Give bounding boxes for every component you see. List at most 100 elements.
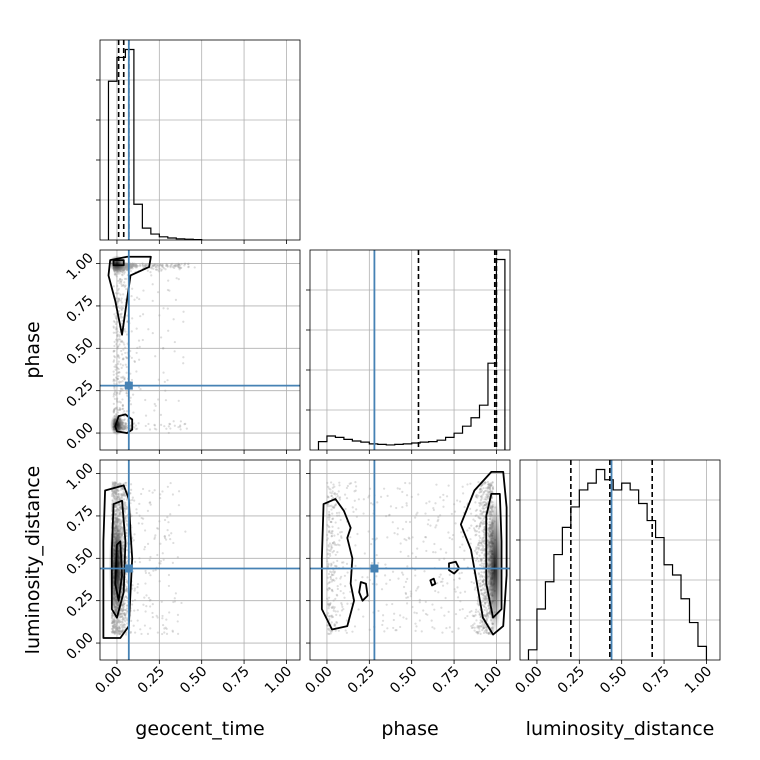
sample-point <box>148 489 151 492</box>
sample-point <box>154 265 157 268</box>
sample-point <box>116 492 120 496</box>
sample-point <box>329 532 332 535</box>
sample-point <box>170 263 173 266</box>
sample-point <box>113 397 116 400</box>
sample-point <box>416 547 419 550</box>
sample-point <box>326 505 330 508</box>
sample-point <box>174 592 177 595</box>
sample-point <box>326 548 329 551</box>
sample-point <box>116 495 119 498</box>
sample-point <box>481 620 484 624</box>
sample-point <box>182 320 185 323</box>
sample-point <box>413 611 416 614</box>
sample-point <box>115 623 118 626</box>
sample-point <box>331 496 335 499</box>
sample-point <box>375 537 378 540</box>
sample-point <box>121 610 124 613</box>
sample-point <box>173 600 177 603</box>
sample-point <box>476 551 479 554</box>
panel-body <box>310 460 510 660</box>
sample-point <box>418 601 421 604</box>
sample-point <box>131 496 134 499</box>
sample-point <box>351 506 354 509</box>
sample-point <box>145 605 148 608</box>
sample-point <box>391 570 395 573</box>
sample-point <box>326 576 329 579</box>
sample-point <box>129 269 132 273</box>
sample-point <box>433 542 436 546</box>
sample-point <box>139 628 142 631</box>
sample-point <box>119 380 122 384</box>
sample-point <box>333 606 336 609</box>
sample-point <box>113 390 116 394</box>
sample-point <box>111 499 114 503</box>
sample-point <box>115 491 118 494</box>
sample-point <box>453 503 456 506</box>
sample-point <box>115 630 118 634</box>
sample-point <box>478 501 481 505</box>
sample-point <box>483 591 486 595</box>
sample-point <box>331 532 334 535</box>
sample-point <box>123 501 126 504</box>
sample-point <box>479 621 482 624</box>
sample-point <box>111 630 114 633</box>
sample-point <box>168 534 171 537</box>
sample-point <box>177 399 180 402</box>
sample-point <box>145 594 148 597</box>
sample-point <box>115 622 119 625</box>
sample-point <box>114 626 117 629</box>
sample-point <box>171 561 174 564</box>
sample-point <box>482 613 486 617</box>
sample-point <box>114 376 118 379</box>
sample-point <box>180 266 183 269</box>
sample-point <box>112 402 115 405</box>
sample-point <box>481 483 484 486</box>
sample-point <box>469 482 472 485</box>
sample-point <box>375 553 378 557</box>
sample-point <box>118 509 121 512</box>
sample-point <box>125 618 128 621</box>
sample-point <box>160 423 163 427</box>
sample-point <box>485 487 488 490</box>
sample-point <box>345 497 349 500</box>
sample-point <box>113 620 116 624</box>
sample-point <box>180 262 183 266</box>
sample-point <box>134 264 138 267</box>
sample-point <box>441 577 444 581</box>
sample-point <box>343 596 346 599</box>
sample-point <box>141 264 144 267</box>
sample-point <box>481 546 485 550</box>
sample-point <box>483 554 486 557</box>
sample-point <box>485 489 488 492</box>
sample-point <box>116 284 119 288</box>
sample-point <box>157 527 160 530</box>
sample-point <box>167 573 171 577</box>
sample-point <box>438 575 441 579</box>
sample-point <box>456 499 459 502</box>
sample-point <box>124 346 127 349</box>
sample-point <box>425 549 428 553</box>
sample-point <box>111 628 115 631</box>
sample-point <box>469 507 472 510</box>
sample-point <box>112 620 115 623</box>
sample-point <box>166 265 169 268</box>
sample-point <box>448 626 451 629</box>
sample-point <box>143 596 146 599</box>
sample-point <box>158 263 161 266</box>
sample-point <box>113 510 116 513</box>
sample-point <box>330 508 333 511</box>
sample-point <box>325 614 329 617</box>
sample-point <box>331 551 334 554</box>
sample-point <box>331 505 334 509</box>
sample-point <box>133 263 136 266</box>
sample-point <box>483 526 486 529</box>
sample-point <box>112 370 115 373</box>
sample-point <box>333 543 336 546</box>
sample-point <box>486 491 489 494</box>
xlabel-luminosity-distance: luminosity_distance <box>526 718 715 740</box>
sample-point <box>330 520 333 523</box>
sample-point <box>332 549 335 553</box>
sample-point <box>487 485 490 489</box>
sample-point <box>114 322 117 326</box>
sample-point <box>474 501 477 504</box>
